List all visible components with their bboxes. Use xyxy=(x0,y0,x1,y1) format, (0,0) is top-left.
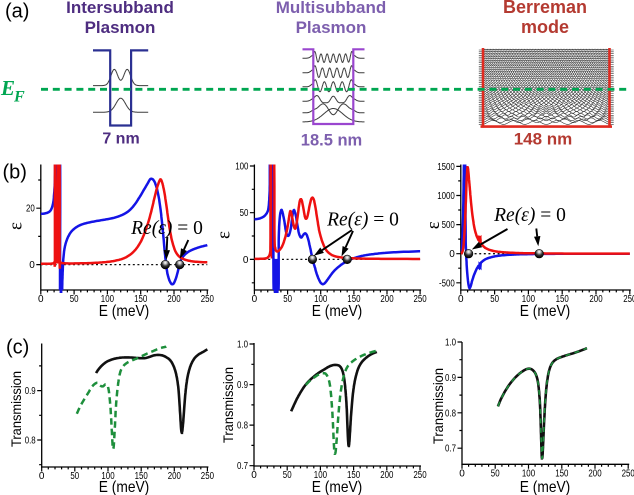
svg-text:Re(ε) = 0: Re(ε) = 0 xyxy=(493,205,566,226)
svg-text:0.9: 0.9 xyxy=(25,386,36,397)
svg-text:100: 100 xyxy=(235,162,249,173)
svg-text:E (meV): E (meV) xyxy=(520,479,571,495)
svg-text:F: F xyxy=(13,89,25,106)
svg-text:Intersubband: Intersubband xyxy=(66,0,174,17)
svg-text:50: 50 xyxy=(240,208,249,219)
svg-text:200: 200 xyxy=(589,294,603,305)
svg-text:0.9: 0.9 xyxy=(237,380,248,391)
svg-text:250: 250 xyxy=(201,471,215,482)
svg-text:0: 0 xyxy=(29,260,35,271)
svg-text:ε: ε xyxy=(214,231,235,239)
svg-text:20: 20 xyxy=(26,204,35,215)
svg-text:200: 200 xyxy=(167,294,181,305)
svg-text:0: 0 xyxy=(251,470,257,481)
svg-text:50: 50 xyxy=(283,294,292,305)
svg-text:0.8: 0.8 xyxy=(237,421,248,432)
svg-text:200: 200 xyxy=(380,294,394,305)
svg-text:E (meV): E (meV) xyxy=(520,303,571,320)
svg-text:500: 500 xyxy=(442,220,456,231)
svg-text:Re(ε) = 0: Re(ε) = 0 xyxy=(130,218,203,239)
svg-text:150: 150 xyxy=(347,470,361,481)
svg-text:200: 200 xyxy=(380,470,394,481)
svg-text:1500: 1500 xyxy=(437,162,455,173)
svg-text:0: 0 xyxy=(458,294,464,305)
svg-text:0: 0 xyxy=(243,255,249,266)
svg-text:Plasmon: Plasmon xyxy=(85,18,156,37)
svg-text:18.5 nm: 18.5 nm xyxy=(301,132,362,150)
svg-text:E (meV): E (meV) xyxy=(99,479,150,495)
svg-text:(b): (b) xyxy=(3,162,27,184)
svg-text:E (meV): E (meV) xyxy=(99,303,150,320)
svg-text:150: 150 xyxy=(347,294,361,305)
svg-text:Multisubband: Multisubband xyxy=(276,0,386,17)
svg-text:250: 250 xyxy=(201,294,215,305)
svg-text:0: 0 xyxy=(459,468,465,479)
svg-text:7 nm: 7 nm xyxy=(102,131,139,148)
svg-text:0: 0 xyxy=(39,471,45,482)
svg-text:200: 200 xyxy=(588,468,602,479)
svg-text:(c): (c) xyxy=(6,337,29,359)
svg-text:100: 100 xyxy=(101,294,115,305)
svg-text:250: 250 xyxy=(623,294,634,305)
svg-text:0.9: 0.9 xyxy=(445,373,456,384)
svg-text:148 nm: 148 nm xyxy=(514,130,573,149)
svg-text:mode: mode xyxy=(521,17,569,37)
svg-text:150: 150 xyxy=(135,471,149,482)
svg-text:(a): (a) xyxy=(5,1,29,23)
svg-text:50: 50 xyxy=(491,468,500,479)
svg-text:100: 100 xyxy=(101,471,115,482)
svg-text:0: 0 xyxy=(449,249,455,260)
svg-text:150: 150 xyxy=(134,294,148,305)
svg-text:150: 150 xyxy=(555,468,569,479)
svg-text:250: 250 xyxy=(414,294,428,305)
svg-text:E: E xyxy=(0,76,15,100)
svg-text:250: 250 xyxy=(622,468,634,479)
svg-text:0.8: 0.8 xyxy=(25,436,36,447)
svg-text:100: 100 xyxy=(522,468,536,479)
svg-text:ε: ε xyxy=(423,221,444,229)
svg-text:1000: 1000 xyxy=(437,191,455,202)
svg-text:Berreman: Berreman xyxy=(503,0,587,17)
svg-text:Plasmon: Plasmon xyxy=(296,18,367,37)
svg-text:Re(ε) = 0: Re(ε) = 0 xyxy=(326,210,399,231)
svg-text:250: 250 xyxy=(413,470,427,481)
svg-text:100: 100 xyxy=(522,294,536,305)
svg-text:0: 0 xyxy=(252,294,258,305)
svg-text:50: 50 xyxy=(283,470,292,481)
svg-text:E (meV): E (meV) xyxy=(312,479,363,495)
svg-text:Transmission: Transmission xyxy=(430,368,446,444)
svg-text:100: 100 xyxy=(314,294,328,305)
svg-text:50: 50 xyxy=(70,471,79,482)
svg-text:200: 200 xyxy=(168,471,182,482)
svg-text:Transmission: Transmission xyxy=(8,371,24,447)
svg-text:ε: ε xyxy=(5,222,26,230)
svg-text:0.8: 0.8 xyxy=(445,408,456,419)
svg-text:E (meV): E (meV) xyxy=(312,303,363,320)
svg-text:Transmission: Transmission xyxy=(220,367,236,443)
svg-text:0.7: 0.7 xyxy=(237,461,248,472)
svg-text:50: 50 xyxy=(70,294,79,305)
svg-text:100: 100 xyxy=(314,470,328,481)
svg-text:-500: -500 xyxy=(439,278,455,289)
svg-text:150: 150 xyxy=(556,294,570,305)
svg-text:1.0: 1.0 xyxy=(445,338,456,349)
svg-text:50: 50 xyxy=(490,294,499,305)
svg-text:1.0: 1.0 xyxy=(237,340,248,351)
svg-text:0.7: 0.7 xyxy=(445,444,456,455)
svg-text:0: 0 xyxy=(38,294,44,305)
